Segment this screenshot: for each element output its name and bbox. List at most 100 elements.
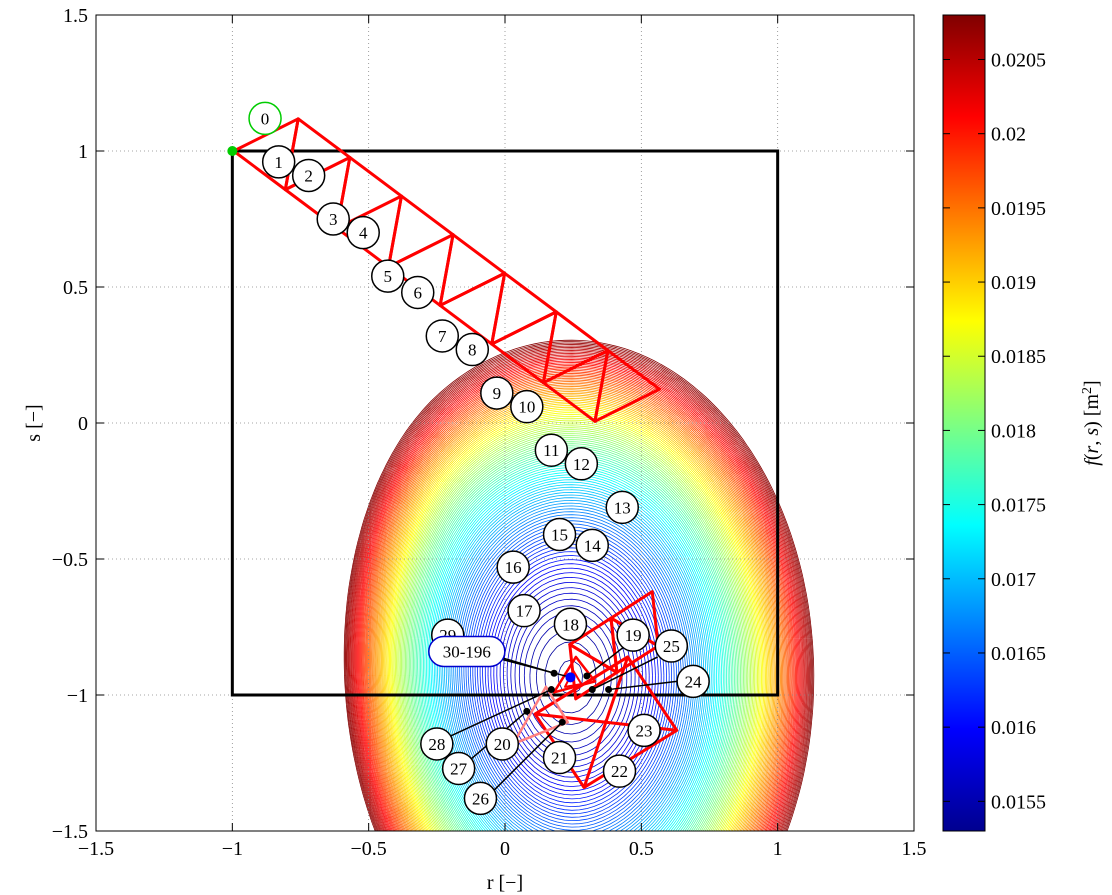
label-circle	[400, 275, 435, 310]
label-circle	[420, 727, 454, 761]
iteration-label: 28	[428, 735, 445, 754]
contour-line	[407, 439, 743, 831]
contour-line	[415, 451, 734, 831]
simplex-edge	[582, 721, 608, 788]
contour-line	[399, 427, 751, 831]
iteration-label: 12	[573, 455, 590, 474]
colorbar-tick-label: 0.0205	[991, 50, 1046, 72]
iteration-label: 5	[384, 267, 393, 286]
label-circle	[534, 433, 569, 467]
iteration-label: 20	[494, 735, 511, 754]
x-tick-label: 0.5	[629, 838, 654, 860]
contour-line	[361, 366, 795, 831]
contour-line	[405, 435, 746, 831]
label-circle	[346, 215, 380, 250]
contour-line	[402, 431, 749, 831]
leader-line	[444, 688, 552, 740]
contour-line	[344, 341, 814, 831]
x-tick-label: −1	[222, 838, 243, 860]
leader-line	[608, 680, 677, 691]
contour-line	[397, 423, 754, 831]
iteration-label: 11	[543, 441, 559, 460]
colorbar-tick-label: 0.019	[991, 272, 1036, 294]
label-circle	[463, 781, 498, 816]
annotation-labels: 0123456789101112131415161718192021222324…	[248, 101, 710, 816]
contour-line	[410, 443, 740, 831]
colorbar-label: f(r, s) [m2]	[1080, 380, 1104, 465]
optimum-point	[565, 672, 576, 683]
iteration-label: 10	[518, 398, 535, 417]
colorbar-tick-label: 0.016	[991, 717, 1036, 739]
x-tick-label: −0.5	[351, 838, 387, 860]
x-tick-label: 1.5	[902, 838, 927, 860]
iteration-label: 24	[685, 672, 703, 691]
label-circle	[496, 550, 530, 584]
simplex-triangle	[552, 655, 597, 694]
contour-line	[383, 401, 770, 831]
contour-line	[453, 508, 693, 831]
label-circle	[441, 751, 476, 786]
label-circle	[485, 727, 520, 761]
label-circle	[627, 713, 661, 748]
contour-line	[414, 449, 735, 831]
start-point	[227, 146, 238, 156]
contour-line	[408, 441, 741, 831]
iteration-label: 0	[261, 109, 270, 128]
x-axis-label: r [−]	[487, 872, 523, 894]
x-tick-label: 1	[773, 838, 783, 860]
colorbar-ticks: 0.0155 0.016 0.0165 0.017 0.0175 0.018 0.0185 0…	[943, 50, 1046, 813]
contour-line	[413, 447, 737, 831]
iteration-label: 14	[584, 536, 602, 555]
iterate-point	[550, 669, 558, 677]
iteration-label: 8	[468, 341, 477, 360]
y-tick-label: 0.5	[63, 277, 88, 299]
label-circle	[602, 754, 637, 788]
iteration-label: 18	[562, 615, 579, 634]
contour-line	[345, 342, 813, 831]
colorbar	[942, 14, 986, 832]
contour-line	[343, 339, 815, 831]
y-axis-label: s [−]	[23, 404, 45, 441]
y-tick-label: −1.5	[52, 821, 88, 843]
label-circle	[248, 101, 282, 136]
label-circle	[371, 259, 405, 293]
iteration-label: 25	[663, 637, 680, 656]
contour-line	[457, 514, 689, 831]
label-circle	[425, 319, 460, 353]
iterate-point	[588, 686, 596, 694]
contour-line	[394, 419, 757, 831]
iteration-label: 21	[551, 749, 568, 768]
iteration-label: 27	[450, 759, 468, 778]
colorbar-tick-label: 0.0155	[991, 791, 1046, 813]
contour-line	[420, 458, 729, 831]
contour-line	[350, 350, 807, 831]
contour-line	[384, 403, 769, 831]
contour-line	[396, 421, 756, 831]
iteration-label: 26	[472, 789, 489, 808]
iteration-label: 13	[614, 498, 631, 517]
iteration-label: 9	[493, 384, 502, 403]
contour-lines	[343, 339, 815, 831]
iterate-point	[605, 686, 613, 694]
colorbar-tick-label: 0.0175	[991, 495, 1046, 517]
contour-line	[390, 412, 762, 831]
label-circle	[654, 629, 689, 663]
label-circle	[510, 389, 544, 424]
label-circle	[564, 447, 599, 481]
colorbar-tick-label: 0.0165	[991, 643, 1046, 665]
contour-line	[353, 354, 804, 831]
colorbar-tick-label: 0.0195	[991, 198, 1046, 220]
iterate-point	[547, 686, 555, 694]
contour-line	[391, 414, 761, 831]
iteration-label: 7	[438, 327, 447, 346]
iteration-label: 17	[516, 602, 534, 621]
iteration-label: 4	[359, 224, 368, 243]
contour-line	[349, 348, 808, 831]
contour-line	[352, 353, 805, 831]
label-circle	[480, 376, 514, 410]
label-circle	[261, 145, 296, 179]
contour-line	[421, 460, 727, 831]
simplex-edge	[534, 712, 607, 724]
y-tick-label: 1.5	[63, 5, 88, 27]
iterate-point	[583, 672, 591, 680]
